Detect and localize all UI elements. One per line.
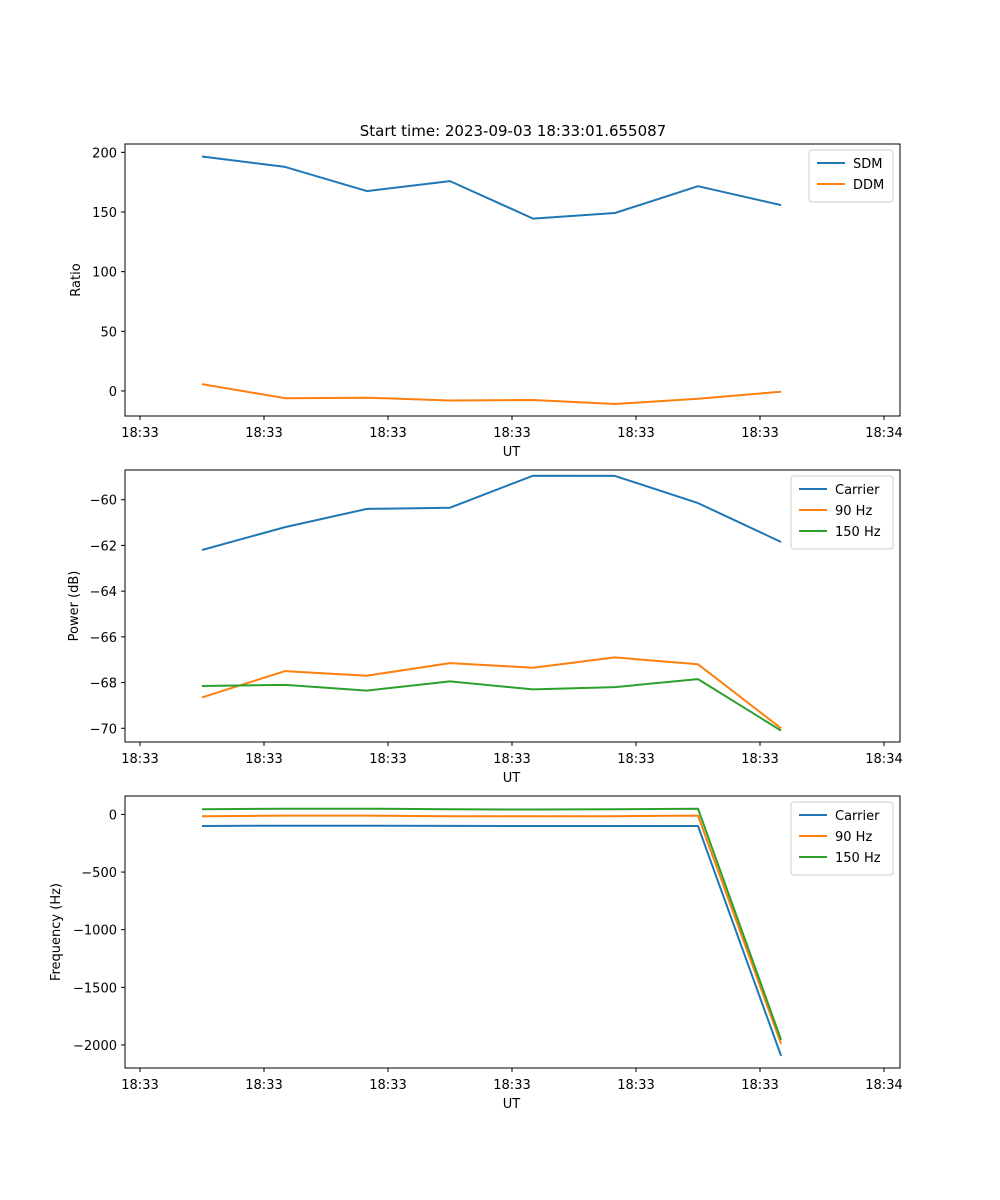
x-tick-label: 18:33 [741, 426, 778, 441]
legend-label: SDM [853, 157, 882, 172]
y-tick-label: −64 [90, 585, 117, 600]
x-tick-label: 18:33 [617, 752, 654, 767]
y-tick-label: 0 [109, 808, 117, 823]
plot-area [125, 144, 900, 416]
x-tick-label: 18:33 [369, 752, 406, 767]
legend-label: Carrier [835, 483, 880, 498]
y-tick-label: −68 [90, 677, 117, 692]
x-tick-label: 18:33 [617, 1078, 654, 1093]
plot-area [125, 796, 900, 1068]
x-tick-label: 18:33 [741, 752, 778, 767]
legend-label: 150 Hz [835, 525, 881, 540]
y-tick-label: −1500 [73, 981, 117, 996]
y-axis-label: Power (dB) [67, 571, 82, 642]
subplot-2: −70 −68 −66 −64 −62 −60 18:33 18:33 18:33 18:33 18… [67, 469, 903, 786]
y-tick-label: 100 [92, 266, 117, 281]
x-tick-label: 18:33 [493, 1078, 530, 1093]
legend: Carrier 90 Hz 150 Hz [790, 475, 894, 550]
series-line-90-hz [201, 814, 783, 1045]
plot-frame [124, 143, 901, 417]
x-tick-label: 18:33 [121, 1078, 158, 1093]
series-line-carrier [201, 824, 783, 1057]
x-tick-label: 18:33 [245, 1078, 282, 1093]
legend: Carrier 90 Hz 150 Hz [790, 801, 894, 876]
y-tick-label: 0 [109, 385, 117, 400]
series-line-150-hz [201, 678, 782, 732]
legend-label: DDM [853, 178, 884, 193]
x-tick-label: 18:33 [369, 426, 406, 441]
x-tick-label: 18:34 [865, 752, 902, 767]
y-tick-label: 50 [100, 325, 117, 340]
y-tick-label: −1000 [73, 924, 117, 939]
y-tick-label: −2000 [73, 1039, 117, 1054]
legend-label: 150 Hz [835, 851, 881, 866]
legend-label: 90 Hz [835, 830, 872, 845]
x-tick-label: 18:33 [493, 752, 530, 767]
series-line-ddm [201, 383, 782, 405]
y-tick-label: −60 [90, 494, 117, 509]
x-tick-label: 18:33 [121, 426, 158, 441]
x-tick-label: 18:33 [741, 1078, 778, 1093]
legend-label: 90 Hz [835, 504, 872, 519]
plot-frame [124, 795, 901, 1069]
y-axis-label: Frequency (Hz) [49, 883, 64, 981]
y-axis-label: Ratio [69, 263, 84, 296]
y-tick-label: 200 [92, 146, 117, 161]
x-tick-label: 18:33 [121, 752, 158, 767]
subplot-3: −2000 −1500 −1000 −500 0 18:33 18:33 18:33 18:33… [49, 795, 903, 1112]
legend-label: Carrier [835, 809, 880, 824]
x-tick-label: 18:33 [369, 1078, 406, 1093]
x-tick-label: 18:33 [617, 426, 654, 441]
figure-title: Start time: 2023-09-03 18:33:01.655087 [360, 122, 666, 140]
x-tick-label: 18:34 [865, 426, 902, 441]
series-line-90-hz [201, 656, 782, 730]
plot-frame [124, 469, 901, 743]
x-axis-label: UT [503, 771, 521, 786]
x-tick-label: 18:33 [245, 752, 282, 767]
subplots: 0 50 100 150 200 18:33 18:33 18:33 18:33 18:33 18:… [49, 143, 903, 1112]
series-line-sdm [201, 155, 782, 220]
x-tick-label: 18:33 [245, 426, 282, 441]
series-line-carrier [201, 474, 782, 551]
x-axis-label: UT [503, 1097, 521, 1112]
y-tick-label: −66 [90, 631, 117, 646]
x-axis-label: UT [503, 445, 521, 460]
series-line-150-hz [201, 807, 783, 1041]
x-tick-label: 18:34 [865, 1078, 902, 1093]
plot-area [125, 470, 900, 742]
y-tick-label: −62 [90, 539, 117, 554]
x-tick-label: 18:33 [493, 426, 530, 441]
y-tick-label: 150 [92, 206, 117, 221]
subplot-1: 0 50 100 150 200 18:33 18:33 18:33 18:33 18:33 18:… [69, 143, 903, 460]
y-tick-label: −500 [81, 866, 117, 881]
legend: SDM DDM [808, 149, 894, 203]
y-tick-label: −70 [90, 722, 117, 737]
